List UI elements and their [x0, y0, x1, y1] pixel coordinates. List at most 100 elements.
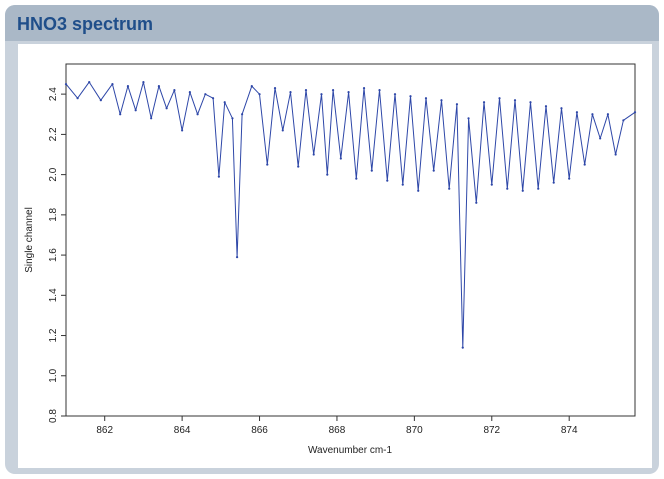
data-point — [339, 157, 342, 160]
data-point — [312, 153, 315, 156]
data-point — [119, 113, 122, 116]
y-axis-label: Single channel — [24, 207, 35, 273]
x-tick-label: 868 — [329, 425, 346, 436]
y-tick-label: 1.2 — [48, 328, 59, 342]
data-point — [266, 163, 269, 166]
data-point — [560, 107, 563, 110]
data-point — [575, 111, 579, 114]
data-point — [583, 163, 586, 166]
data-point — [241, 113, 244, 116]
y-tick-label: 2.2 — [48, 127, 59, 141]
data-point — [591, 113, 594, 116]
data-point — [355, 177, 358, 180]
data-point — [475, 201, 478, 204]
y-tick-label: 0.8 — [48, 409, 59, 423]
spectrum-chart: 862 864 866 868 870 872 874 0.8 1.0 1.2 1.4 1.6 1.8… — [24, 63, 637, 456]
data-point — [529, 101, 532, 104]
x-tick-label: 874 — [561, 425, 578, 436]
spectrum-line — [65, 81, 636, 349]
data-point — [606, 113, 610, 116]
data-point — [498, 97, 501, 100]
y-tick-label: 1.8 — [48, 207, 59, 221]
data-point — [544, 105, 548, 108]
spectrum-panel: HNO3 spectrum 862 864 866 868 870 872 874 0.8 1… — [5, 5, 659, 474]
panel-header: HNO3 spectrum — [5, 5, 659, 41]
data-point — [331, 89, 335, 92]
data-point — [235, 255, 239, 259]
data-point — [506, 187, 509, 190]
data-point — [223, 101, 226, 104]
data-point — [173, 89, 176, 92]
y-tick-label: 1.6 — [48, 248, 59, 262]
y-tick-label: 1.0 — [48, 368, 59, 382]
data-point — [258, 93, 261, 96]
data-point — [188, 91, 191, 94]
plot-frame — [65, 63, 636, 417]
data-point — [424, 97, 428, 100]
data-point — [150, 117, 153, 120]
data-point — [134, 109, 137, 112]
data-point — [482, 101, 486, 104]
data-point — [393, 93, 397, 96]
x-tick-label: 862 — [96, 425, 113, 436]
data-point — [362, 87, 366, 90]
data-point — [204, 93, 207, 96]
data-point — [304, 89, 308, 92]
data-point — [273, 87, 277, 90]
data-point — [326, 173, 329, 176]
data-point — [157, 85, 160, 88]
data-point — [250, 85, 253, 88]
data-point — [211, 97, 215, 100]
data-point — [614, 153, 617, 156]
panel-title: HNO3 spectrum — [17, 14, 154, 34]
data-point — [467, 117, 470, 120]
data-point — [568, 177, 571, 180]
data-point — [289, 91, 292, 94]
x-tick-label: 864 — [174, 425, 191, 436]
data-point — [196, 113, 199, 116]
data-point — [217, 175, 220, 178]
data-point — [417, 189, 420, 192]
data-point — [633, 111, 637, 114]
data-point — [126, 85, 130, 88]
data-point — [490, 183, 493, 186]
data-point — [378, 89, 381, 92]
data-point — [448, 187, 451, 190]
data-point — [88, 81, 91, 84]
x-tick-label: 866 — [251, 425, 268, 436]
data-point — [599, 137, 602, 140]
data-point — [76, 97, 79, 100]
data-point — [231, 117, 234, 120]
data-point — [99, 99, 102, 102]
data-point — [461, 346, 464, 349]
y-tick-label: 2.0 — [48, 167, 59, 181]
x-axis-ticks: 862 864 866 868 870 872 874 — [96, 416, 578, 436]
x-axis-label: Wavenumber cm-1 — [308, 445, 393, 456]
x-tick-label: 870 — [406, 425, 423, 436]
data-point — [401, 183, 404, 186]
data-point — [537, 187, 540, 190]
data-point — [297, 165, 300, 168]
data-point — [181, 129, 184, 132]
y-tick-label: 2.4 — [48, 87, 59, 101]
y-axis-ticks: 0.8 1.0 1.2 1.4 1.6 1.8 2.0 2.2 2.4 — [48, 87, 66, 423]
y-tick-label: 1.4 — [48, 288, 59, 302]
data-point — [409, 95, 412, 98]
data-point — [64, 83, 68, 86]
data-point — [622, 119, 625, 122]
data-point — [165, 107, 168, 110]
data-point — [320, 93, 323, 96]
data-point — [440, 99, 443, 102]
data-point — [111, 83, 114, 86]
data-point — [521, 189, 524, 192]
data-point — [347, 91, 350, 94]
data-point — [552, 181, 555, 184]
plot-card: 862 864 866 868 870 872 874 0.8 1.0 1.2 1.4 1.6 1.8… — [18, 44, 652, 468]
data-point — [142, 81, 145, 84]
data-point — [432, 169, 435, 172]
x-tick-label: 872 — [483, 425, 500, 436]
data-point — [386, 179, 389, 182]
data-point — [455, 103, 459, 106]
data-point — [370, 169, 373, 172]
data-point — [281, 129, 284, 132]
